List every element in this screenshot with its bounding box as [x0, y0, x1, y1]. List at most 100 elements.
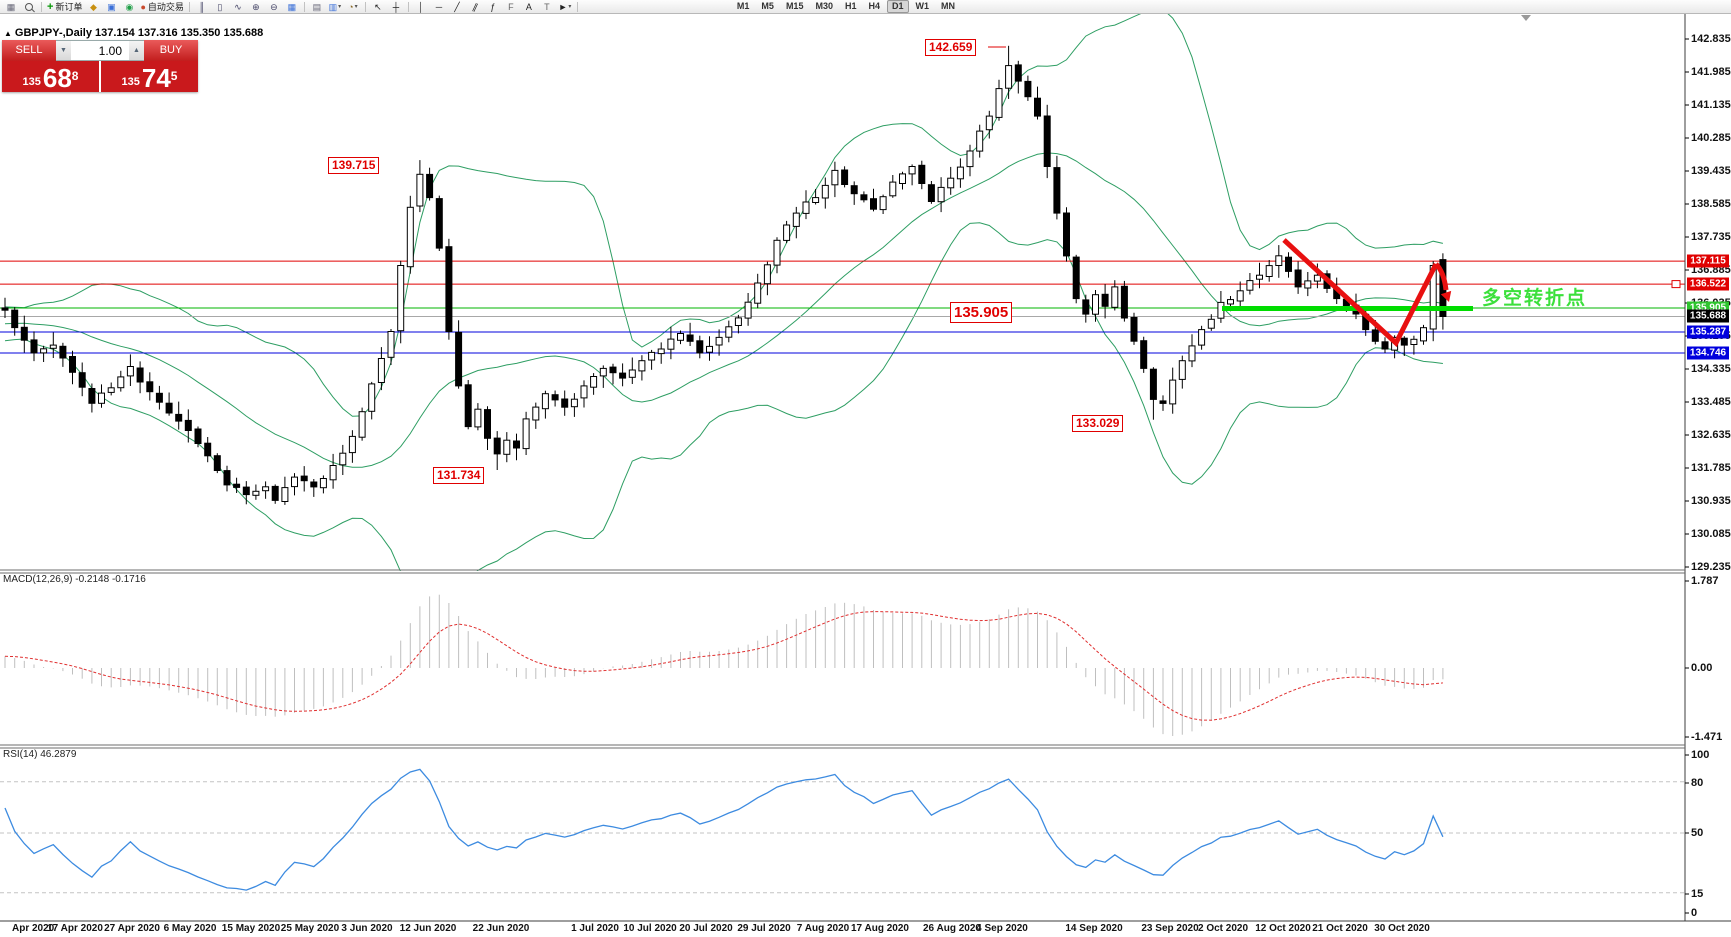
tile-windows-icon: ▦ [287, 1, 297, 12]
timeframe-m30-button[interactable]: M30 [815, 1, 833, 11]
arrows-icon: ► [558, 1, 568, 12]
price-axis-label: 130.935 [1691, 495, 1731, 507]
date-axis-label: 21 Oct 2020 [1312, 923, 1368, 934]
price-axis-label: 132.635 [1691, 429, 1731, 441]
toolbar-arrows-button[interactable]: ► ▾ [556, 1, 574, 13]
volume-input[interactable]: 1.00 [98, 44, 122, 58]
rsi-indicator-label: RSI(14) 46.2879 [3, 749, 77, 760]
current-price-tag: 135.688 [1687, 309, 1729, 323]
price-level-tag: 134.746 [1687, 346, 1729, 360]
timeframe-h4-button[interactable]: H4 [868, 1, 880, 11]
bold-trend-line[interactable] [1222, 306, 1473, 311]
date-axis-label: 12 Jun 2020 [399, 923, 457, 934]
trend-note-text[interactable]: 多空转折点 [1482, 288, 1588, 309]
macd-indicator-label: MACD(12,26,9) -0.2148 -0.1716 [3, 574, 146, 585]
chart-line-icon: ∿ [234, 1, 242, 12]
price-axis-label: 131.785 [1691, 462, 1731, 474]
timeframe-m5-button[interactable]: M5 [761, 1, 774, 11]
toolbar-zoom-in-button[interactable]: ⊕ [247, 1, 265, 13]
toolbar-new-chart-button[interactable]: ▦ [2, 1, 20, 13]
price-axis-label: 139.435 [1691, 165, 1731, 177]
date-axis-label: 17 Apr 2020 [47, 923, 103, 934]
price-annotation-box[interactable]: 139.715 [328, 157, 380, 174]
red-zigzag-arrow[interactable] [1282, 238, 1452, 348]
timeframe-m15-button[interactable]: M15 [785, 1, 804, 11]
autotrade-icon: ● [140, 1, 146, 12]
fibo-fan-icon: F [508, 1, 514, 12]
toolbar-profile-button[interactable]: ▤ [308, 1, 326, 13]
macd-signal-line [4, 611, 1443, 721]
date-axis-label: Apr 2020 [12, 923, 55, 934]
rsi-axis-label: 50 [1691, 827, 1704, 839]
date-axis-label: 23 Sep 2020 [1141, 923, 1199, 934]
toolbar-zoom-out-button[interactable]: ⊖ [265, 1, 283, 13]
volume-decrease-button[interactable]: ▼ [56, 41, 71, 60]
price-annotation-box[interactable]: 135.905 [950, 302, 1013, 323]
ask-price-prefix: 135 [121, 76, 140, 88]
text-label-icon: T [544, 1, 550, 12]
toolbar-indicators-button[interactable]: ◆ [84, 1, 102, 13]
toolbar-trend-line-button[interactable]: ╱ [448, 1, 466, 13]
sell-button[interactable]: SELL [2, 40, 56, 61]
date-axis-label: 22 Jun 2020 [472, 923, 530, 934]
rsi-line [4, 768, 1444, 891]
toolbar-cursor-button[interactable]: ↖ [369, 1, 387, 13]
toolbar-vertical-line-button[interactable]: │ [412, 1, 430, 13]
toolbar-autotrade-button[interactable]: ● 自动交易 [138, 1, 185, 13]
buy-button[interactable]: BUY [144, 40, 198, 61]
rsi-axis-label: 100 [1691, 749, 1710, 761]
charts-list-icon: ▥ [328, 1, 338, 12]
date-axis-label: 12 Oct 2020 [1255, 923, 1311, 934]
toolbar-text-button[interactable]: A [520, 1, 538, 13]
toolbar-chart-line-button[interactable]: ∿ [229, 1, 247, 13]
toolbar-horizontal-line-button[interactable]: ─ [430, 1, 448, 13]
date-axis-label: 1 Jul 2020 [571, 923, 619, 934]
line-handle[interactable] [1671, 280, 1681, 289]
volume-stepper: ▼ 1.00 ▲ [56, 40, 144, 61]
ask-price[interactable]: 135 74 5 [101, 61, 198, 92]
toolbar-new-order-button[interactable]: + 新订单 [45, 1, 84, 13]
date-axis-label: 14 Sep 2020 [1065, 923, 1123, 934]
date-axis-label: 15 May 2020 [221, 923, 281, 934]
zoom-in-icon: ⊕ [252, 1, 260, 12]
toolbar-crosshair-button[interactable]: ┼ [387, 1, 405, 13]
price-axis-label: 140.285 [1691, 132, 1731, 144]
bollinger-bands [4, 14, 1444, 571]
editor-icon: ▣ [107, 1, 116, 12]
volume-increase-button[interactable]: ▲ [129, 41, 144, 60]
macd-axis-label: 1.787 [1691, 575, 1719, 587]
bid-price[interactable]: 135 68 8 [2, 61, 99, 92]
toolbar-period-button[interactable]: ◔ ▾ [344, 1, 362, 13]
chart-title: ▲ GBPJPY-,Daily 137.154 137.316 135.350 1… [4, 27, 263, 39]
toolbar-fibonacci-button[interactable]: ƒ [484, 1, 502, 13]
bid-price-main: 68 [42, 63, 72, 93]
timeframe-w1-button[interactable]: W1 [915, 1, 930, 11]
toolbar-channel-button[interactable]: ∥ [466, 1, 484, 13]
toolbar-separator [303, 1, 305, 12]
price-annotation-box[interactable]: 133.029 [1072, 415, 1124, 432]
price-annotation-box[interactable]: 142.659 [925, 39, 977, 56]
toolbar-magnifier-button[interactable] [20, 1, 38, 13]
toolbar-editor-button[interactable]: ▣ [102, 1, 120, 13]
timeframe-h1-button[interactable]: H1 [844, 1, 857, 11]
price-axis-label: 129.235 [1691, 561, 1731, 573]
bid-price-pip: 8 [71, 69, 79, 83]
toolbar-charts-list-button[interactable]: ▥ ▾ [326, 1, 344, 13]
price-annotation-box[interactable]: 131.734 [433, 467, 485, 484]
toolbar-chart-candles-button[interactable]: ▯ [211, 1, 229, 13]
timeframe-m1-button[interactable]: M1 [736, 1, 750, 11]
timeframe-d1-button[interactable]: D1 [887, 0, 909, 13]
rsi-axis-label: 0 [1691, 907, 1698, 919]
toolbar-chart-bars-button[interactable]: ║ [193, 1, 211, 13]
price-axis-label: 141.985 [1691, 66, 1731, 78]
toolbar-separator [41, 1, 42, 12]
text-icon: A [525, 1, 532, 12]
toolbar-fibo-fan-button[interactable]: F [502, 1, 520, 13]
toolbar-signal-button[interactable]: ◉ [120, 1, 138, 13]
indicators-icon: ◆ [89, 1, 97, 12]
toolbar-tile-windows-button[interactable]: ▦ [283, 1, 301, 13]
timeframe-mn-button[interactable]: MN [941, 1, 956, 11]
horizontal-line-icon: ─ [435, 1, 443, 12]
toolbar-text-label-button[interactable]: T [538, 1, 556, 13]
